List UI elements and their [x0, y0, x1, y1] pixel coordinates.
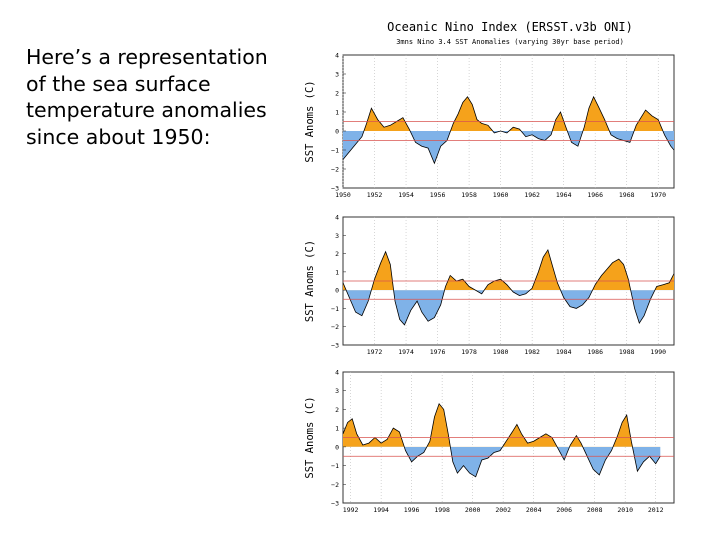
x-tick-label: 2010	[617, 506, 633, 514]
x-tick-label: 1970	[650, 191, 666, 199]
y-tick-label: 2	[335, 90, 339, 98]
y-tick-label: −2	[331, 481, 339, 489]
x-tick-label: 1998	[434, 506, 450, 514]
chart-subtitle: 3mns Nino 3.4 SST Anomalies (varying 30y…	[396, 38, 624, 46]
y-tick-label: −3	[331, 185, 339, 193]
y-tick-label: −1	[331, 305, 339, 313]
oni-figure: Oceanic Nino Index (ERSST.v3b ONI) 3mns …	[300, 14, 690, 526]
anomaly-series-line	[342, 248, 675, 326]
x-tick-label: 1976	[430, 348, 446, 356]
y-tick-label: 2	[335, 250, 339, 258]
x-tick-label: 1978	[461, 348, 477, 356]
x-tick-label: 1982	[524, 348, 540, 356]
y-tick-label: 1	[335, 425, 339, 433]
x-tick-label: 1960	[493, 191, 509, 199]
y-tick-label: −1	[331, 147, 339, 155]
y-tick-label: 3	[335, 232, 339, 240]
y-tick-label: −3	[331, 500, 339, 508]
x-tick-label: 1966	[587, 191, 603, 199]
x-tick-label: 1984	[556, 348, 572, 356]
y-tick-label: 3	[335, 387, 339, 395]
y-tick-label: 2	[335, 406, 339, 414]
x-tick-label: 1994	[373, 506, 389, 514]
x-tick-label: 1986	[587, 348, 603, 356]
y-tick-label: 0	[335, 287, 339, 295]
negative-anomaly-area	[343, 290, 674, 325]
x-tick-label: 1952	[367, 191, 383, 199]
positive-anomaly-area	[343, 96, 674, 131]
y-tick-label: −1	[331, 462, 339, 470]
x-tick-label: 1956	[430, 191, 446, 199]
oni-panel-3: −3 −2 −1 0 1 2 3 4 1992 1994 1996 1998 2000 2002 2004 2…	[304, 369, 675, 514]
x-tick-label: 2008	[587, 506, 603, 514]
x-tick-label: 1964	[556, 191, 572, 199]
oni-panel-1: −3 −2 −1 0 1 2 3 4 1950 1952 1954 1956 1958 1960 1962 1…	[304, 52, 675, 199]
oni-panels: −3 −2 −1 0 1 2 3 4 1950 1952 1954 1956 1958 1960 1962 1…	[304, 52, 675, 514]
x-tick-label: 1962	[524, 191, 540, 199]
anomaly-series-line	[342, 95, 675, 165]
y-tick-label: −3	[331, 342, 339, 350]
x-tick-label: 1988	[619, 348, 635, 356]
x-tick-label: 1958	[461, 191, 477, 199]
anomaly-series-line	[342, 402, 661, 478]
x-tick-label: 1950	[335, 191, 351, 199]
x-tick-label: 1992	[343, 506, 359, 514]
x-tick-label: 2000	[465, 506, 481, 514]
y-tick-label: 1	[335, 268, 339, 276]
x-tick-label: 1954	[398, 191, 414, 199]
x-tick-label: 2004	[526, 506, 542, 514]
y-tick-label: 4	[335, 214, 339, 222]
positive-anomaly-area	[343, 403, 661, 447]
y-tick-label: −2	[331, 166, 339, 174]
y-tick-label: 4	[335, 369, 339, 377]
y-axis-label: SST Anoms (C)	[304, 80, 316, 162]
y-tick-label: −2	[331, 323, 339, 331]
negative-anomaly-area	[343, 131, 674, 164]
y-tick-label: 0	[335, 443, 339, 451]
x-tick-label: 1972	[367, 348, 383, 356]
x-tick-label: 1990	[650, 348, 666, 356]
y-axis-label: SST Anoms (C)	[304, 396, 316, 478]
y-tick-label: 4	[335, 52, 339, 60]
chart-title: Oceanic Nino Index (ERSST.v3b ONI)	[387, 20, 633, 34]
x-tick-label: 2002	[495, 506, 511, 514]
y-tick-label: 3	[335, 71, 339, 79]
x-tick-label: 2006	[556, 506, 572, 514]
y-tick-label: 1	[335, 109, 339, 117]
x-tick-label: 1996	[404, 506, 420, 514]
x-tick-label: 1968	[619, 191, 635, 199]
y-axis-label: SST Anoms (C)	[304, 240, 316, 322]
x-tick-label: 1974	[398, 348, 414, 356]
caption-text: Here’s a representation of the sea surfa…	[26, 45, 268, 149]
x-tick-label: 1980	[493, 348, 509, 356]
negative-anomaly-area	[404, 446, 661, 477]
positive-anomaly-area	[343, 249, 674, 291]
oni-panel-2: −3 −2 −1 0 1 2 3 4 1972 1974 1976 1978 1980 1982 1984 1…	[304, 214, 675, 356]
y-tick-label: 0	[335, 128, 339, 136]
x-tick-label: 2012	[648, 506, 664, 514]
